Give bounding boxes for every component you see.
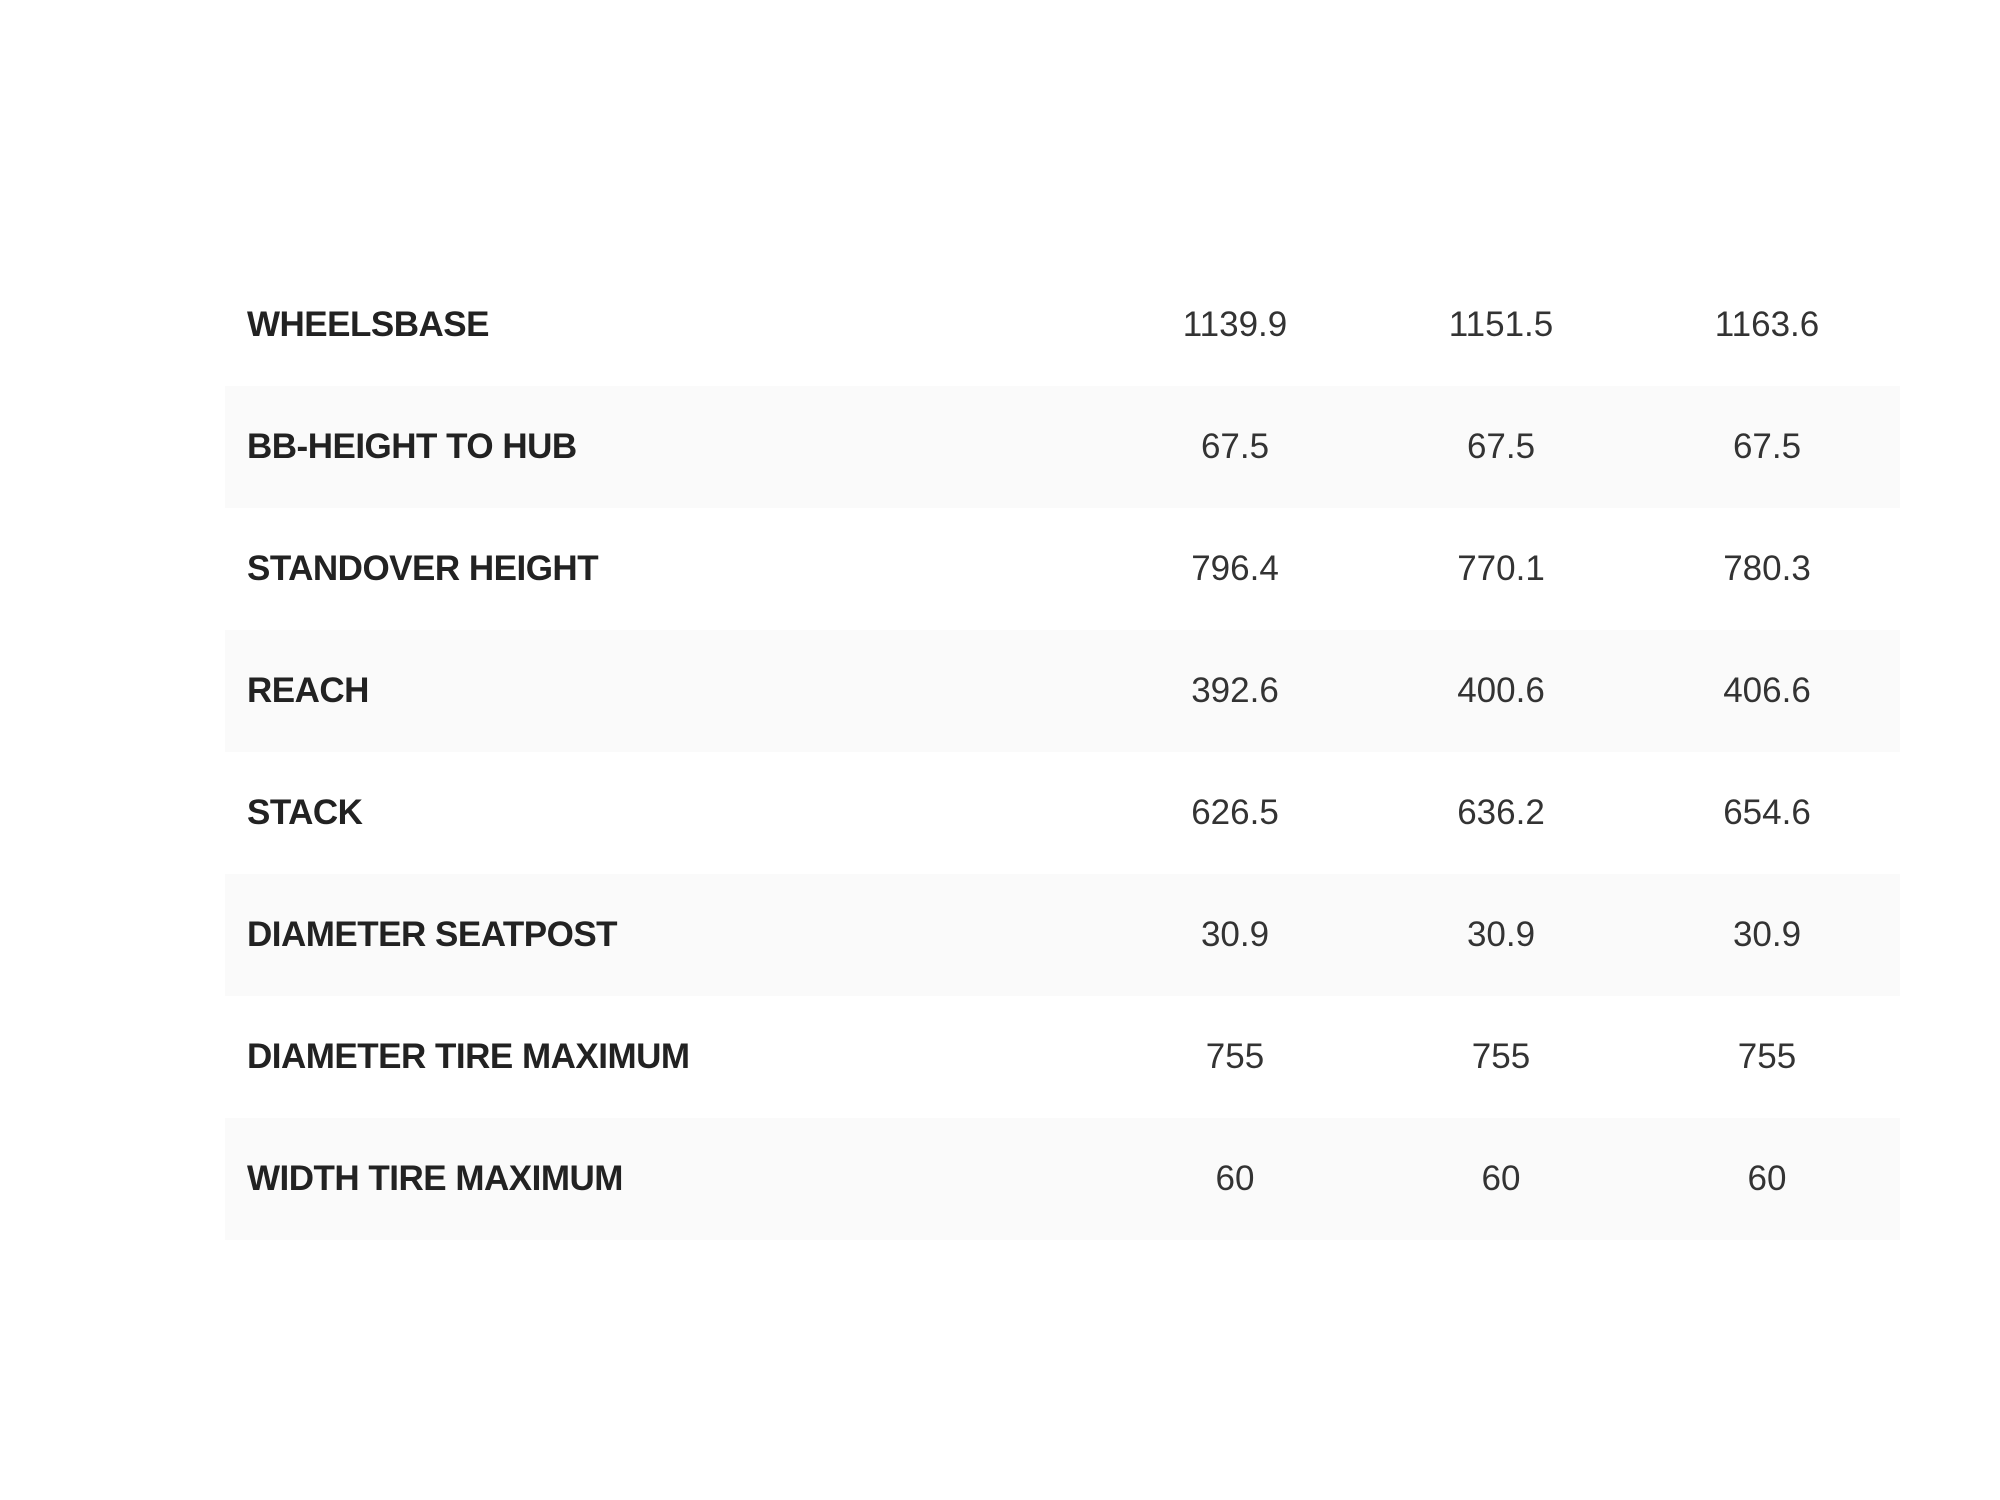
table-row: DIAMETER TIRE MAXIMUM 755 755 755 [225, 996, 1900, 1118]
table-row: WHEELSBASE 1139.9 1151.5 1163.6 [225, 264, 1900, 386]
table-cell: 406.6 [1634, 630, 1900, 752]
table-row: REACH 392.6 400.6 406.6 [225, 630, 1900, 752]
table-row: STACK 626.5 636.2 654.6 [225, 752, 1900, 874]
table-row: DIAMETER SEATPOST 30.9 30.9 30.9 [225, 874, 1900, 996]
table-cell: 392.6 [1102, 630, 1368, 752]
table-cell: 400.6 [1368, 630, 1634, 752]
table-cell: 654.6 [1723, 793, 1811, 832]
table-cell: 1163.6 [1714, 305, 1820, 344]
table-cell: 67.5 [1368, 386, 1634, 508]
table-cell: 626.5 [1191, 793, 1279, 832]
table-cell: 780.3 [1723, 549, 1811, 588]
row-label: WHEELSBASE [247, 305, 489, 344]
table-cell: 755 [1471, 1037, 1531, 1076]
row-label: DIAMETER TIRE MAXIMUM [247, 1037, 690, 1076]
table-cell: 796.4 [1191, 549, 1279, 588]
table-cell: 67.5 [1634, 386, 1900, 508]
table-cell: 67.5 [1102, 386, 1368, 508]
table-cell: 1151.5 [1448, 305, 1554, 344]
row-label: STANDOVER HEIGHT [247, 549, 599, 588]
table-cell: 30.9 [1368, 874, 1634, 996]
table-row: BB-HEIGHT TO HUB 67.5 67.5 67.5 [225, 386, 1900, 508]
geometry-table: WHEELSBASE 1139.9 1151.5 1163.6 BB-HEIGH… [225, 264, 1900, 1240]
table-cell: 770.1 [1457, 549, 1545, 588]
table-cell: 30.9 [1634, 874, 1900, 996]
row-label: WIDTH TIRE MAXIMUM [225, 1118, 1102, 1240]
row-label: DIAMETER SEATPOST [225, 874, 1102, 996]
table-cell: 60 [1368, 1118, 1634, 1240]
table-cell: 30.9 [1102, 874, 1368, 996]
table-cell: 60 [1102, 1118, 1368, 1240]
row-label: STACK [247, 793, 363, 832]
table-cell: 636.2 [1457, 793, 1545, 832]
table-cell: 755 [1737, 1037, 1797, 1076]
table-row: STANDOVER HEIGHT 796.4 770.1 780.3 [225, 508, 1900, 630]
table-cell: 1139.9 [1182, 305, 1288, 344]
row-label: BB-HEIGHT TO HUB [225, 386, 1102, 508]
table-cell: 755 [1205, 1037, 1265, 1076]
table-cell: 60 [1634, 1118, 1900, 1240]
table-row: WIDTH TIRE MAXIMUM 60 60 60 [225, 1118, 1900, 1240]
row-label: REACH [225, 630, 1102, 752]
